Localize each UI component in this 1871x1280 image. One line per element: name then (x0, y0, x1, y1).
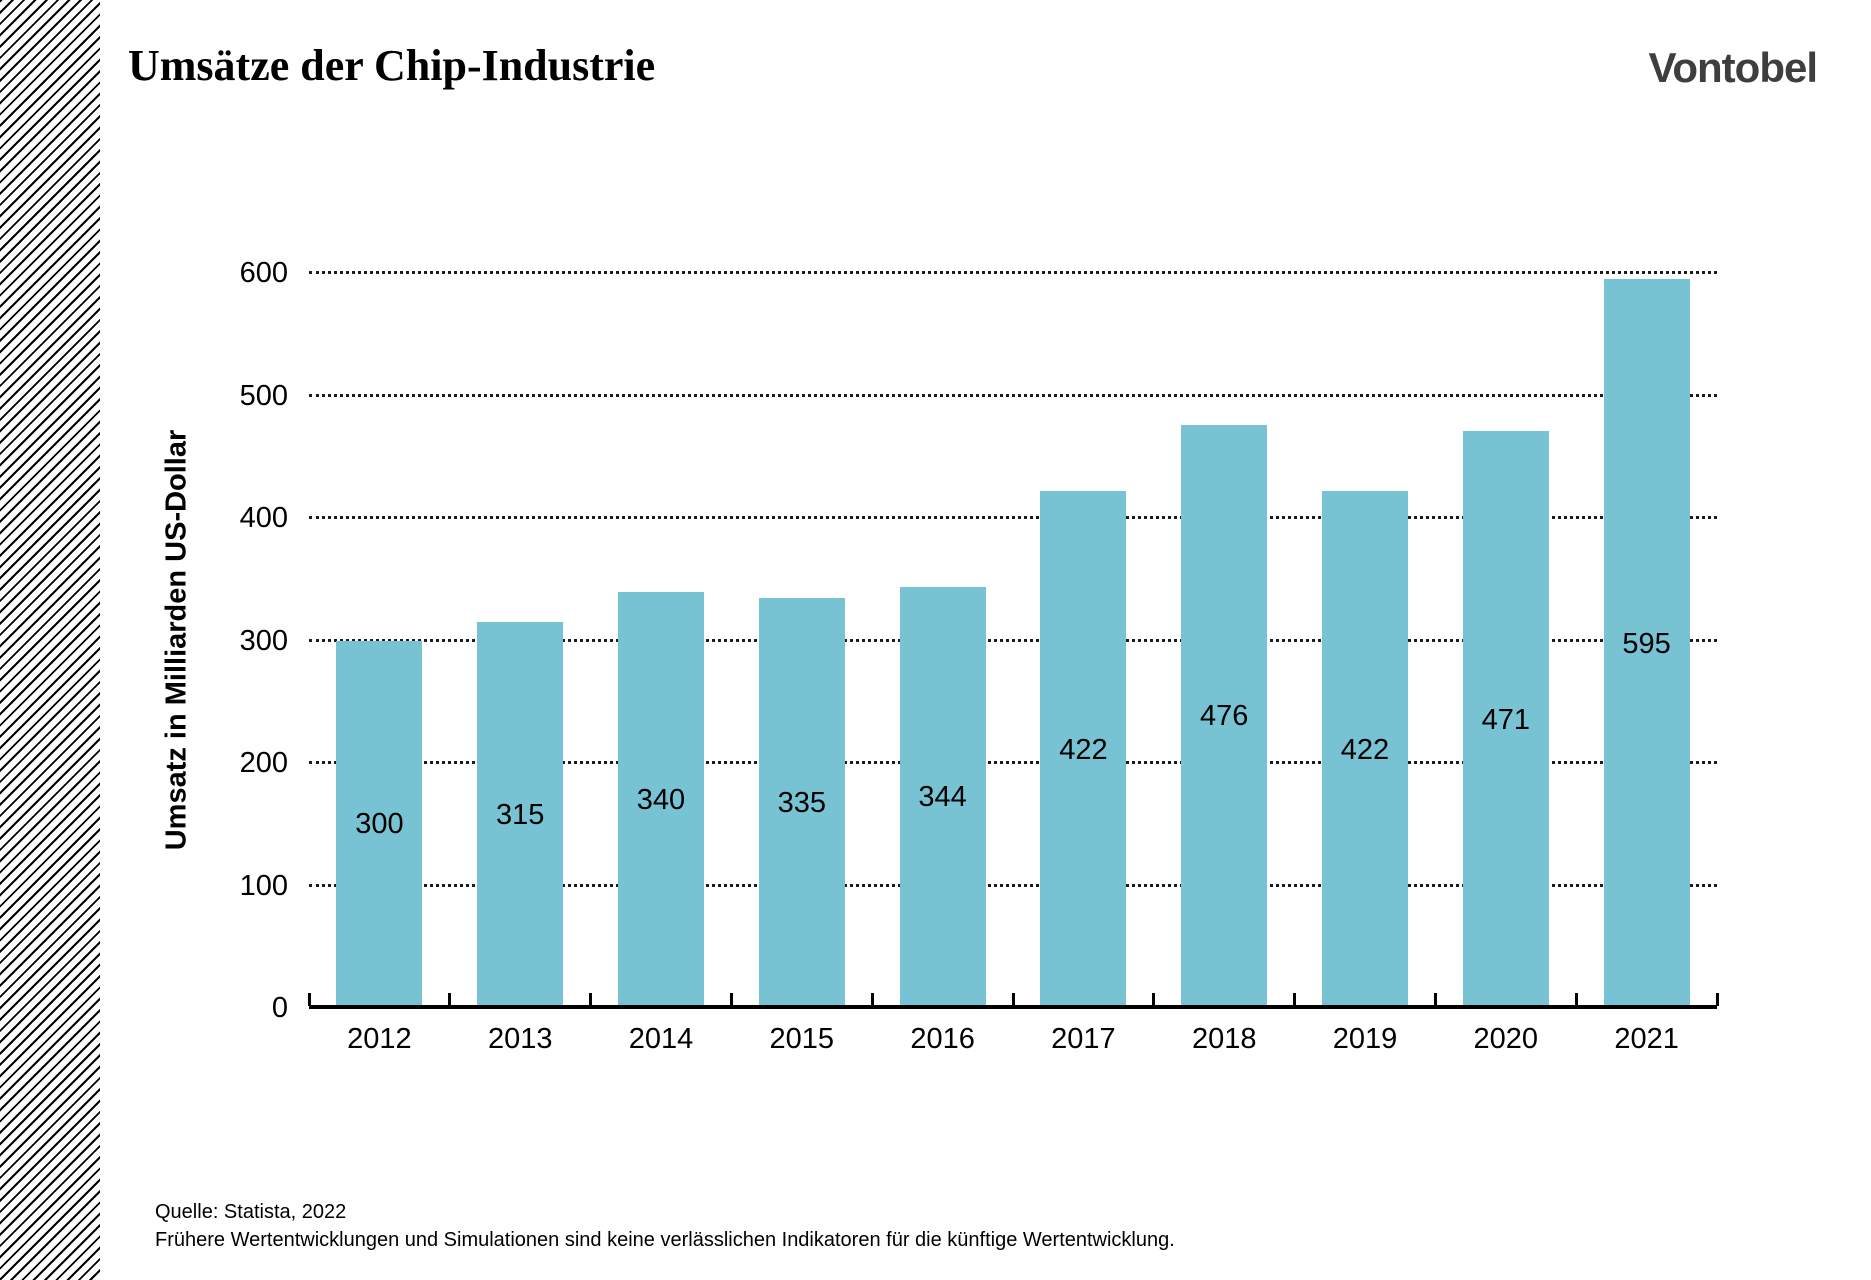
x-tick-label: 2020 (1473, 1023, 1539, 1055)
x-tick-label: 2021 (1614, 1023, 1679, 1055)
bar-value-label: 315 (496, 799, 545, 832)
bar-value-label: 595 (1622, 627, 1671, 660)
bar (1322, 491, 1408, 1008)
y-tick-label: 600 (239, 257, 288, 289)
x-axis-tick (307, 993, 311, 1006)
gridline (309, 761, 1717, 764)
y-tick-label: 200 (239, 747, 288, 779)
x-tick-label: 2014 (628, 1023, 694, 1055)
x-tick-label: 2012 (347, 1023, 412, 1055)
bar (899, 586, 986, 1008)
bar (758, 597, 845, 1008)
source-line: Quelle: Statista, 2022 (155, 1201, 347, 1223)
x-axis-tick (1574, 993, 1578, 1006)
source-note: Quelle: Statista, 2022 Frühere Wertentwi… (155, 1198, 1175, 1254)
bar-value-label: 422 (1059, 733, 1108, 766)
hatch-stripe-decoration (0, 0, 100, 1280)
x-axis-tick (1433, 993, 1437, 1006)
gridline (309, 883, 1717, 887)
x-axis-tick (589, 993, 593, 1006)
disclaimer-line: Frühere Wertentwicklungen und Simulation… (155, 1229, 1175, 1251)
y-tick-label: 400 (239, 502, 288, 534)
x-axis-tick (1293, 993, 1297, 1006)
bar-value-label: 471 (1481, 703, 1530, 736)
x-axis-tick (729, 993, 733, 1006)
gridline (309, 638, 1717, 642)
x-axis-tick (1011, 993, 1015, 1006)
x-axis-line (309, 1005, 1717, 1009)
x-tick-label: 2016 (910, 1023, 975, 1055)
bar-value-label: 422 (1340, 733, 1390, 766)
x-axis-tick (1715, 993, 1719, 1006)
bar (1462, 431, 1549, 1008)
bar (618, 591, 704, 1008)
bar (1040, 491, 1127, 1008)
y-tick-label: 500 (239, 379, 288, 412)
gridline (309, 516, 1717, 519)
bar-value-label: 335 (777, 786, 826, 819)
x-tick-label: 2013 (487, 1023, 553, 1055)
bar-value-label: 340 (636, 783, 686, 816)
y-tick-label: 300 (239, 624, 288, 657)
x-axis-tick (1152, 993, 1156, 1006)
x-axis-tick (448, 993, 452, 1006)
bar-value-label: 300 (355, 808, 404, 841)
gridline (309, 393, 1717, 397)
x-tick-label: 2017 (1051, 1023, 1116, 1055)
x-tick-label: 2018 (1191, 1023, 1257, 1055)
y-tick-label: 0 (271, 992, 288, 1024)
bar (1603, 279, 1690, 1008)
vontobel-logo: Vontobel (1648, 44, 1818, 91)
bar (1181, 424, 1268, 1008)
x-tick-label: 2015 (769, 1023, 835, 1055)
x-axis-tick (870, 993, 874, 1006)
x-tick-label: 2019 (1332, 1023, 1398, 1055)
bar-value-label: 344 (918, 781, 967, 814)
y-tick-label: 100 (239, 869, 288, 902)
bar (336, 640, 423, 1008)
bar-value-label: 476 (1200, 700, 1249, 733)
bar (477, 622, 564, 1008)
gridline (309, 271, 1717, 274)
chart-title: Umsätze der Chip-Industrie (128, 41, 656, 90)
